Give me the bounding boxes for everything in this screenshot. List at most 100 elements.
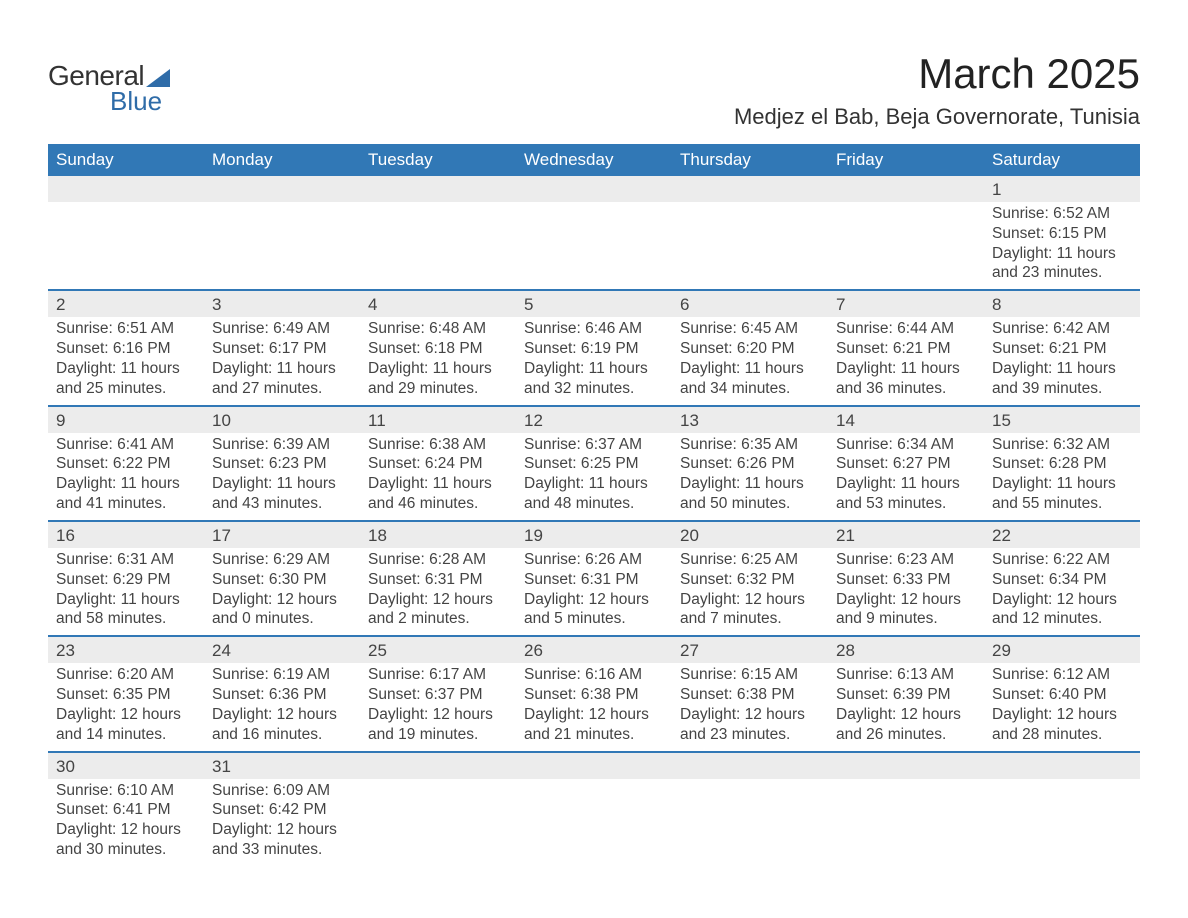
day-number: 7 [828,290,984,317]
day-cell [828,202,984,290]
day-number [360,176,516,202]
day-number: 9 [48,406,204,433]
day-number [516,176,672,202]
day-cell: Sunrise: 6:22 AMSunset: 6:34 PMDaylight:… [984,548,1140,636]
logo-triangle-icon [146,69,170,87]
day-cell: Sunrise: 6:31 AMSunset: 6:29 PMDaylight:… [48,548,204,636]
day-cell: Sunrise: 6:42 AMSunset: 6:21 PMDaylight:… [984,317,1140,405]
day-cell: Sunrise: 6:44 AMSunset: 6:21 PMDaylight:… [828,317,984,405]
day-cell [672,202,828,290]
day-cell: Sunrise: 6:19 AMSunset: 6:36 PMDaylight:… [204,663,360,751]
day-number: 22 [984,521,1140,548]
day-cell: Sunrise: 6:20 AMSunset: 6:35 PMDaylight:… [48,663,204,751]
day-header: Friday [828,144,984,176]
day-header: Thursday [672,144,828,176]
day-cell: Sunrise: 6:37 AMSunset: 6:25 PMDaylight:… [516,433,672,521]
day-number [828,752,984,779]
day-cell: Sunrise: 6:34 AMSunset: 6:27 PMDaylight:… [828,433,984,521]
day-cell: Sunrise: 6:29 AMSunset: 6:30 PMDaylight:… [204,548,360,636]
day-number: 20 [672,521,828,548]
day-number: 18 [360,521,516,548]
day-cell: Sunrise: 6:15 AMSunset: 6:38 PMDaylight:… [672,663,828,751]
day-number [204,176,360,202]
content-row: Sunrise: 6:51 AMSunset: 6:16 PMDaylight:… [48,317,1140,405]
day-cell: Sunrise: 6:46 AMSunset: 6:19 PMDaylight:… [516,317,672,405]
day-cell [204,202,360,290]
day-cell: Sunrise: 6:38 AMSunset: 6:24 PMDaylight:… [360,433,516,521]
logo-text-blue: Blue [110,86,162,117]
day-number: 11 [360,406,516,433]
day-number: 31 [204,752,360,779]
day-cell: Sunrise: 6:16 AMSunset: 6:38 PMDaylight:… [516,663,672,751]
day-cell: Sunrise: 6:52 AMSunset: 6:15 PMDaylight:… [984,202,1140,290]
daynum-row: 2 3 4 5 6 7 8 [48,290,1140,317]
day-number [360,752,516,779]
day-number: 23 [48,636,204,663]
day-header: Tuesday [360,144,516,176]
day-cell [48,202,204,290]
day-cell: Sunrise: 6:10 AMSunset: 6:41 PMDaylight:… [48,779,204,866]
day-number: 8 [984,290,1140,317]
day-number: 21 [828,521,984,548]
day-header: Sunday [48,144,204,176]
day-number: 19 [516,521,672,548]
day-number: 6 [672,290,828,317]
day-cell: Sunrise: 6:51 AMSunset: 6:16 PMDaylight:… [48,317,204,405]
day-header: Monday [204,144,360,176]
logo: General Blue [48,60,170,117]
month-title: March 2025 [734,50,1140,98]
calendar-table: Sunday Monday Tuesday Wednesday Thursday… [48,144,1140,866]
day-cell: Sunrise: 6:28 AMSunset: 6:31 PMDaylight:… [360,548,516,636]
content-row: Sunrise: 6:31 AMSunset: 6:29 PMDaylight:… [48,548,1140,636]
day-number: 27 [672,636,828,663]
day-number: 14 [828,406,984,433]
day-number [984,752,1140,779]
daynum-row: 16 17 18 19 20 21 22 [48,521,1140,548]
day-cell [360,779,516,866]
daynum-row: 1 [48,176,1140,202]
day-cell: Sunrise: 6:09 AMSunset: 6:42 PMDaylight:… [204,779,360,866]
day-number [48,176,204,202]
day-number: 4 [360,290,516,317]
day-cell: Sunrise: 6:32 AMSunset: 6:28 PMDaylight:… [984,433,1140,521]
day-number: 16 [48,521,204,548]
daynum-row: 30 31 [48,752,1140,779]
day-number: 28 [828,636,984,663]
content-row: Sunrise: 6:41 AMSunset: 6:22 PMDaylight:… [48,433,1140,521]
day-cell: Sunrise: 6:25 AMSunset: 6:32 PMDaylight:… [672,548,828,636]
day-number: 26 [516,636,672,663]
day-cell: Sunrise: 6:26 AMSunset: 6:31 PMDaylight:… [516,548,672,636]
day-cell: Sunrise: 6:49 AMSunset: 6:17 PMDaylight:… [204,317,360,405]
day-number: 10 [204,406,360,433]
day-number: 15 [984,406,1140,433]
day-cell: Sunrise: 6:13 AMSunset: 6:39 PMDaylight:… [828,663,984,751]
daynum-row: 23 24 25 26 27 28 29 [48,636,1140,663]
day-number: 30 [48,752,204,779]
day-number: 12 [516,406,672,433]
day-cell [516,779,672,866]
day-cell: Sunrise: 6:48 AMSunset: 6:18 PMDaylight:… [360,317,516,405]
day-cell: Sunrise: 6:41 AMSunset: 6:22 PMDaylight:… [48,433,204,521]
day-cell [516,202,672,290]
day-cell [360,202,516,290]
day-number: 13 [672,406,828,433]
day-number: 25 [360,636,516,663]
day-cell [828,779,984,866]
day-number: 17 [204,521,360,548]
content-row: Sunrise: 6:20 AMSunset: 6:35 PMDaylight:… [48,663,1140,751]
day-cell: Sunrise: 6:45 AMSunset: 6:20 PMDaylight:… [672,317,828,405]
day-number [672,752,828,779]
content-row: Sunrise: 6:10 AMSunset: 6:41 PMDaylight:… [48,779,1140,866]
day-header: Wednesday [516,144,672,176]
location-subtitle: Medjez el Bab, Beja Governorate, Tunisia [734,104,1140,130]
day-number [828,176,984,202]
day-cell [672,779,828,866]
day-cell: Sunrise: 6:12 AMSunset: 6:40 PMDaylight:… [984,663,1140,751]
calendar-body: 1 Sunrise: 6:52 AMSunset: 6:15 PMDayligh… [48,176,1140,866]
day-cell: Sunrise: 6:17 AMSunset: 6:37 PMDaylight:… [360,663,516,751]
day-number: 2 [48,290,204,317]
day-number: 1 [984,176,1140,202]
day-number [672,176,828,202]
day-number: 3 [204,290,360,317]
day-number: 29 [984,636,1140,663]
